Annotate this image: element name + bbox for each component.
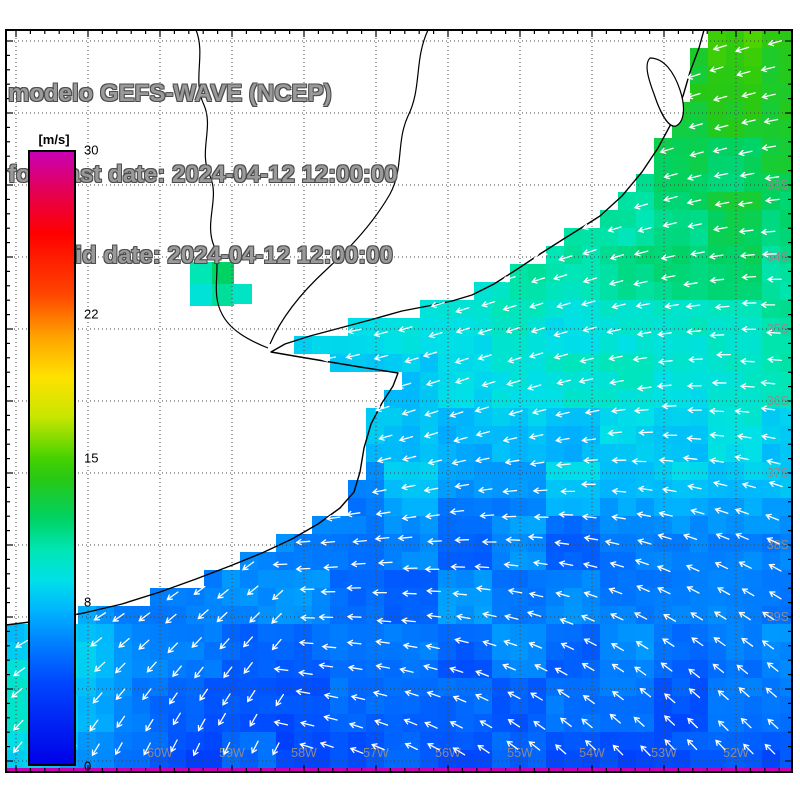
colorbar-tick-label: 8 — [84, 594, 92, 610]
colorbar-gradient — [28, 150, 76, 766]
colorbar-legend: [m/s] 30 22 15 8 0 — [28, 132, 148, 774]
coastal-lagoon — [646, 57, 685, 127]
graticule-grid — [6, 30, 792, 772]
lon-label: 54W — [579, 746, 605, 760]
coastline — [5, 29, 705, 626]
lat-label: 34S — [767, 250, 789, 264]
model-title: modelo GEFS-WAVE (NCEP) — [8, 80, 332, 107]
lat-label: 38S — [767, 538, 789, 552]
colorbar-tick-label: 0 — [84, 758, 92, 774]
colorbar-unit-label: [m/s] — [38, 132, 70, 147]
lon-label: 53W — [651, 746, 677, 760]
colorbar-tick-label: 22 — [84, 306, 99, 322]
wind-direction-arrows — [11, 39, 783, 758]
colorbar-scale: 30 22 15 8 0 — [28, 143, 98, 774]
lat-label: 36S — [767, 394, 789, 408]
lon-label: 59W — [219, 746, 245, 760]
map-frame — [5, 29, 793, 773]
lat-label: 33S — [767, 178, 789, 192]
parana-delta-cells — [190, 262, 252, 306]
lon-label: 58W — [291, 746, 317, 760]
lon-label: 57W — [363, 746, 389, 760]
colorbar-tick-label: 30 — [84, 142, 99, 158]
lat-label: 39S — [767, 610, 789, 624]
lat-label: 37S — [767, 466, 789, 480]
lon-label: 55W — [507, 746, 533, 760]
colorbar-tick-label: 15 — [84, 450, 99, 466]
lon-label: 52W — [723, 746, 749, 760]
rio-negro-river — [269, 29, 429, 345]
uruguay-river — [195, 29, 269, 349]
lon-label: 60W — [147, 746, 173, 760]
